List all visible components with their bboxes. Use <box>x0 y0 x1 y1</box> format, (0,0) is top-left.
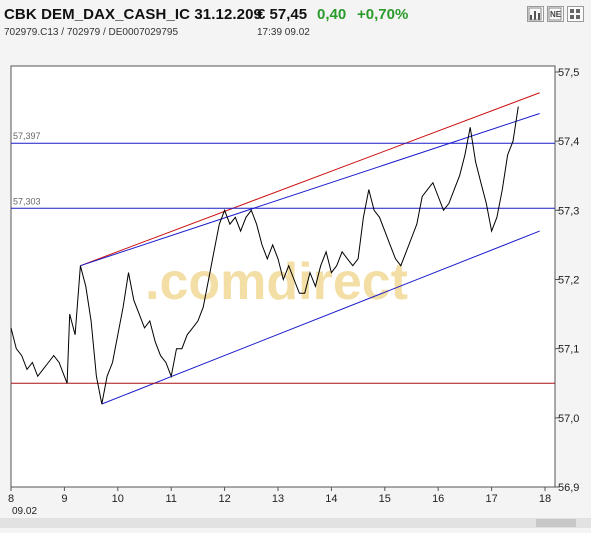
price-change-percent: +0,70% <box>357 6 409 23</box>
last-price: € 57,45 <box>257 6 308 23</box>
x-tick-label-10: 18 <box>539 493 551 505</box>
trend-line-2 <box>80 113 540 267</box>
x-date-label: 09.02 <box>12 506 37 517</box>
trend-line-3 <box>101 230 540 405</box>
y-tick-label-5: 57,0 <box>558 413 579 425</box>
x-tick-label-9: 17 <box>485 493 497 505</box>
quote-header: CBK DEM_DAX_CASH_IC 31.12.209 € 57,45 0,… <box>0 0 591 44</box>
news-icon[interactable]: NE <box>547 6 564 22</box>
y-tick-label-2: 57,3 <box>558 205 579 217</box>
y-tick-label-1: 57,4 <box>558 136 579 148</box>
x-tick-label-2: 10 <box>112 493 124 505</box>
x-axis: 8 9 10 11 12 13 14 15 16 17 18 09.02 <box>8 487 551 517</box>
comdirect-watermark: .comdirect <box>145 253 408 311</box>
quote-time: 17:39 09.02 <box>257 27 310 38</box>
instrument-title: CBK DEM_DAX_CASH_IC 31.12.209 <box>4 6 262 23</box>
trend-line-1 <box>80 92 540 267</box>
x-tick-label-3: 11 <box>165 493 176 505</box>
level-label-1: 57,397 <box>13 131 41 141</box>
x-tick-label-4: 12 <box>218 493 230 505</box>
price-series <box>10 106 519 405</box>
x-tick-label-0: 8 <box>8 493 14 505</box>
x-tick-label-8: 16 <box>432 493 444 505</box>
price-change: 0,40 <box>317 6 347 23</box>
chart-area: .comdirect 57,397 57,303 57,5 57,4 57,3 57,2… <box>0 44 591 528</box>
y-tick-label-0: 57,5 <box>558 67 579 79</box>
x-tick-label-5: 13 <box>272 493 284 505</box>
y-tick-label-3: 57,2 <box>558 275 579 287</box>
level-label-2: 57,303 <box>13 196 41 206</box>
price-chart: .comdirect 57,397 57,303 57,5 57,4 57,3 57,2… <box>0 44 591 528</box>
x-tick-label-6: 14 <box>325 493 337 505</box>
series-line-1 <box>10 106 519 405</box>
x-tick-label-1: 9 <box>61 493 67 505</box>
horizontal-levels: 57,397 57,303 <box>11 131 555 384</box>
y-tick-label-4: 57,1 <box>558 344 579 356</box>
scrollbar-thumb[interactable] <box>536 519 576 527</box>
instrument-ids: 702979.C13 / 702979 / DE0007029795 <box>4 27 179 38</box>
grid-icon[interactable] <box>567 6 584 22</box>
bar-chart-icon[interactable] <box>527 6 544 22</box>
x-tick-label-7: 15 <box>379 493 391 505</box>
trend-lines <box>80 92 540 405</box>
svg-text:NE: NE <box>550 10 562 19</box>
y-tick-label-6: 56,9 <box>558 482 579 494</box>
y-axis: 57,5 57,4 57,3 57,2 57,1 57,0 56,9 <box>555 67 579 494</box>
horizontal-scrollbar[interactable] <box>0 518 591 528</box>
